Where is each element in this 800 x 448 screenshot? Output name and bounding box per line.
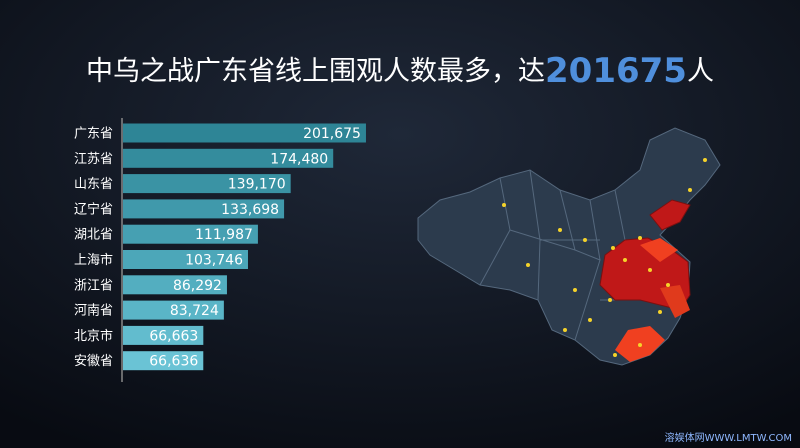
bar	[123, 250, 248, 269]
category-label: 浙江省	[74, 278, 113, 293]
value-label: 66,636	[149, 354, 198, 370]
value-label: 66,663	[149, 328, 198, 344]
category-label: 上海市	[74, 252, 113, 268]
bar	[123, 351, 204, 371]
value-label: 139,170	[228, 177, 286, 193]
value-label: 133,698	[221, 202, 279, 218]
bar	[123, 325, 204, 345]
category-label: 江苏省	[74, 151, 113, 167]
value-label: 111,987	[195, 227, 253, 243]
bar	[123, 300, 224, 320]
chart-title: 中乌之战广东省线上围观人数最多，达201675人	[86, 51, 714, 91]
bar	[123, 199, 285, 219]
bar	[123, 148, 334, 168]
category-label: 河南省	[74, 303, 113, 319]
map	[417, 127, 721, 366]
category-label: 北京市	[74, 328, 113, 344]
value-label: 86,292	[173, 278, 222, 294]
value-label: 103,746	[185, 253, 243, 269]
category-label: 广东省	[74, 127, 113, 142]
category-label: 山东省	[74, 177, 113, 192]
bar	[123, 224, 258, 244]
value-label: 174,480	[270, 151, 328, 167]
title-text: 中乌之战广东省线上围观人数最多，达	[86, 56, 545, 87]
watermark: 溶娱体网WWW.LMTW.COM	[665, 431, 792, 444]
bar	[123, 123, 366, 143]
title-text: 人	[687, 56, 714, 87]
value-label: 201,675	[303, 126, 361, 142]
title-highlight: 201675	[545, 51, 687, 91]
bar	[123, 174, 291, 194]
category-label: 辽宁省	[74, 201, 113, 217]
category-label: 湖北省	[74, 228, 113, 243]
category-label: 安徽省	[74, 354, 113, 369]
value-label: 83,724	[170, 303, 219, 319]
bar	[123, 275, 227, 295]
